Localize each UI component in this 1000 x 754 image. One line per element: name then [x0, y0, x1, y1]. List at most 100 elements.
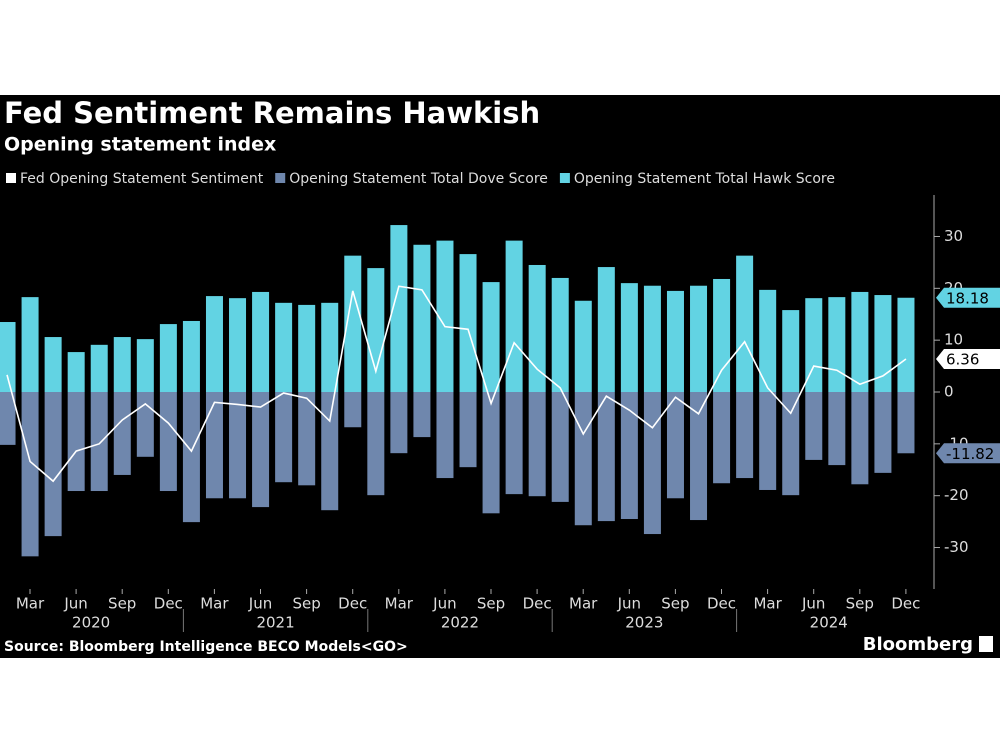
x-tick-label: Jun	[248, 595, 272, 613]
year-label: 2021	[256, 614, 294, 632]
bar	[67, 352, 85, 392]
bar	[344, 392, 362, 428]
brand-logo: Bloomberg	[863, 634, 973, 655]
y-tick-label: -30	[944, 538, 969, 556]
bar	[275, 302, 293, 392]
bar	[759, 289, 777, 392]
bar	[782, 392, 800, 496]
legend-swatch	[275, 173, 286, 183]
bar	[666, 290, 684, 392]
x-tick-label: Sep	[108, 595, 136, 613]
chart-subtitle: Opening statement index	[4, 134, 276, 156]
y-tick-label: 10	[944, 331, 963, 349]
x-tick-label: Jun	[617, 595, 641, 613]
bar	[436, 392, 454, 479]
bar	[436, 240, 454, 392]
bar	[21, 297, 39, 392]
bar	[367, 268, 385, 392]
bar	[736, 255, 754, 392]
bar	[90, 344, 108, 392]
bar	[690, 285, 708, 392]
x-tick-label: Dec	[891, 595, 920, 613]
bar	[205, 392, 223, 499]
value-tag	[936, 287, 1000, 308]
value-tag	[936, 349, 1000, 370]
bar	[574, 392, 592, 526]
value-tag-label: -11.82	[946, 445, 994, 463]
x-tick-label: Dec	[154, 595, 183, 613]
bar	[321, 302, 339, 392]
legend-label: Opening Statement Total Dove Score	[289, 171, 548, 187]
x-tick-label: Sep	[292, 595, 320, 613]
bar	[551, 277, 569, 392]
x-tick-label: Jun	[432, 595, 456, 613]
bar	[666, 392, 684, 499]
value-tag	[936, 443, 1000, 464]
bar	[229, 392, 247, 499]
bar	[897, 297, 915, 392]
x-tick-label: Dec	[707, 595, 736, 613]
legend-label: Fed Opening Statement Sentiment	[20, 171, 264, 187]
value-tag-label: 6.36	[946, 351, 979, 369]
bar	[713, 278, 731, 392]
x-tick-label: Sep	[477, 595, 505, 613]
y-tick-label: -20	[944, 486, 969, 504]
bar	[482, 392, 500, 514]
bar	[275, 392, 293, 483]
bar	[713, 392, 731, 484]
bar	[759, 392, 777, 490]
x-tick-label: Dec	[338, 595, 367, 613]
y-tick-label: 0	[944, 383, 954, 401]
year-label: 2024	[810, 614, 848, 632]
bar	[597, 267, 615, 392]
bar	[874, 392, 892, 473]
bar	[897, 392, 915, 454]
bar	[690, 392, 708, 521]
y-tick-label: 30	[944, 227, 963, 245]
bar	[252, 291, 270, 392]
x-tick-label: Mar	[569, 595, 598, 613]
bar	[413, 244, 431, 392]
sentiment-line	[6, 285, 907, 483]
year-label: 2020	[72, 614, 110, 632]
bar	[0, 322, 16, 392]
bar	[620, 283, 638, 392]
x-tick-label: Mar	[385, 595, 414, 613]
bar	[159, 324, 177, 392]
source-note: Source: Bloomberg Intelligence BECO Mode…	[4, 639, 408, 655]
x-tick-label: Sep	[661, 595, 689, 613]
value-tag-label: 18.18	[946, 289, 989, 307]
legend-swatch	[6, 173, 16, 183]
bar	[828, 297, 846, 392]
bar	[90, 392, 108, 492]
bar	[574, 300, 592, 392]
bar	[643, 285, 661, 392]
bar	[782, 310, 800, 392]
legend-swatch	[559, 173, 570, 183]
x-tick-label: Sep	[846, 595, 874, 613]
bar	[505, 240, 523, 392]
bar	[136, 392, 154, 457]
bar	[413, 392, 431, 438]
bar	[182, 392, 200, 523]
x-tick-label: Mar	[200, 595, 229, 613]
brand-icon	[979, 636, 993, 652]
bar	[851, 392, 869, 485]
bar	[182, 320, 200, 392]
bar	[528, 392, 546, 497]
year-label: 2022	[441, 614, 479, 632]
bar	[528, 264, 546, 392]
bar	[44, 392, 62, 537]
bar	[390, 392, 408, 454]
bar	[0, 392, 16, 445]
x-tick-label: Mar	[753, 595, 782, 613]
bar	[551, 392, 569, 502]
bar	[643, 392, 661, 535]
bar	[44, 337, 62, 392]
chart-title: Fed Sentiment Remains Hawkish	[4, 96, 540, 130]
bar	[159, 392, 177, 492]
bar	[390, 225, 408, 392]
bar	[252, 392, 270, 508]
bar	[298, 304, 316, 392]
